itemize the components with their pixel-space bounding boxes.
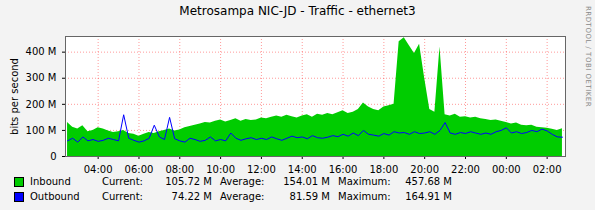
svg-text:02:00: 02:00 [533,164,562,175]
svg-text:08:00: 08:00 [165,164,194,175]
html-text:164.91 M: 164.91 M [405,191,452,202]
svg-text:0: 0 [50,151,56,162]
svg-text:14:00: 14:00 [288,164,317,175]
svg-text:bits per second: bits per second [9,58,20,135]
html-text:Metrosampa NIC-JD - Traffic -: Metrosampa NIC-JD - Traffic - ethernet3 [179,4,416,18]
html-text:Current:: Current: [102,176,143,187]
svg-text:04:00: 04:00 [84,164,113,175]
svg-text:16:00: 16:00 [329,164,358,175]
svg-text:10:00: 10:00 [206,164,235,175]
html-text:154.01 M: 154.01 M [283,176,330,187]
svg-text:06:00: 06:00 [125,164,154,175]
svg-text:100 M: 100 M [26,125,57,136]
html-text:81.59 M: 81.59 M [289,191,330,202]
svg-text:20:00: 20:00 [410,164,439,175]
html-text:RRDTOOL / TOBI OETIKER: RRDTOOL / TOBI OETIKER [584,6,592,108]
svg-text:300 M: 300 M [26,72,57,83]
svg-text:22:00: 22:00 [451,164,480,175]
html-text:105.72 M: 105.72 M [165,176,212,187]
html-text:Inbound: Inbound [30,176,71,187]
svg-text:18:00: 18:00 [369,164,398,175]
svg-text:200 M: 200 M [26,99,57,110]
svg-text:00:00: 00:00 [492,164,521,175]
html-text:Current:: Current: [102,191,143,202]
html-text:457.68 M: 457.68 M [405,176,452,187]
html-text:Average:: Average: [220,176,265,187]
html-text:74.22 M: 74.22 M [171,191,212,202]
svg-text:12:00: 12:00 [247,164,276,175]
html-text:Outbound: Outbound [30,191,80,202]
html-text:Average:: Average: [220,191,265,202]
svg-text:400 M: 400 M [26,46,57,57]
html-text:Maximum:: Maximum: [338,191,391,202]
html-text:Maximum:: Maximum: [338,176,391,187]
